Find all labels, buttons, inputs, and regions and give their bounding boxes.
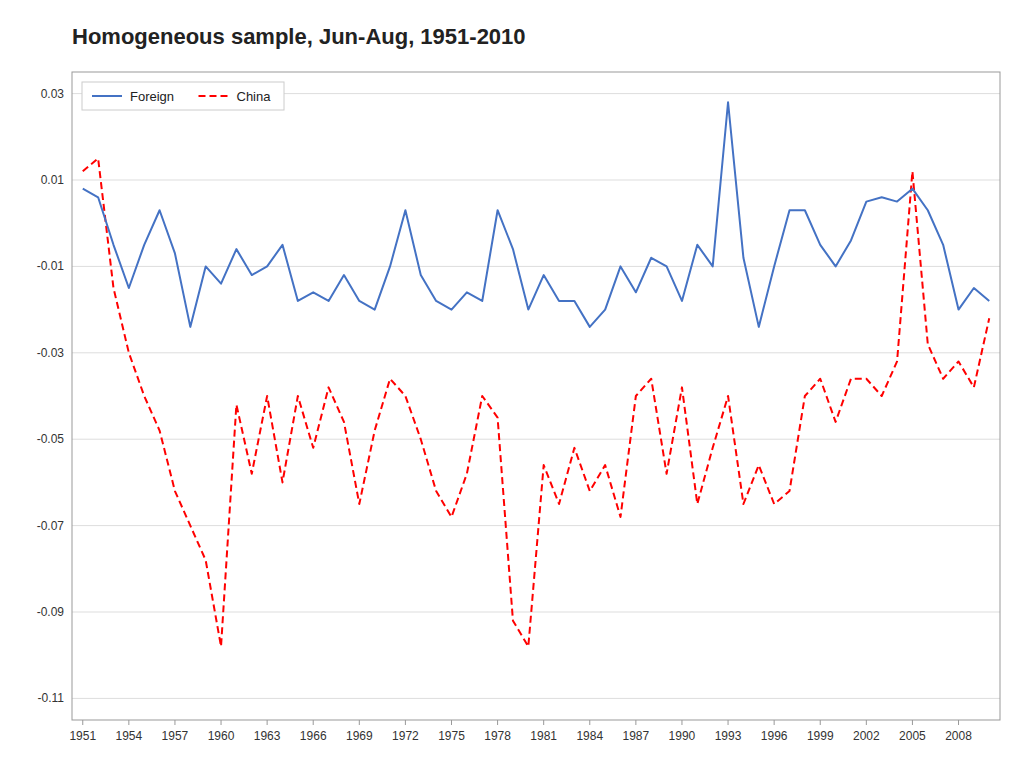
x-tick xyxy=(866,720,867,725)
x-tick-label: 1996 xyxy=(761,729,788,743)
x-tick xyxy=(497,720,498,725)
x-tick-label: 1966 xyxy=(300,729,327,743)
x-tick xyxy=(774,720,775,725)
x-tick-label: 1957 xyxy=(162,729,189,743)
legend: Foreign China xyxy=(82,82,284,110)
x-tick-label: 1960 xyxy=(208,729,235,743)
title: Homogeneous sample, Jun-Aug, 1951-2010 xyxy=(72,24,526,49)
x-tick xyxy=(313,720,314,725)
legend-label: Foreign xyxy=(130,89,174,104)
y-tick-label: -0.07 xyxy=(37,519,65,533)
x-tick-label: 2008 xyxy=(945,729,972,743)
x-tick-label: 1978 xyxy=(484,729,511,743)
x-tick xyxy=(174,720,175,725)
x-tick-label: 1951 xyxy=(69,729,96,743)
x-tick-label: 1963 xyxy=(254,729,281,743)
x-tick xyxy=(589,720,590,725)
y-tick-label: -0.03 xyxy=(37,346,65,360)
y-tick-label: 0.01 xyxy=(41,173,65,187)
x-tick xyxy=(912,720,913,725)
x-tick xyxy=(267,720,268,725)
grid-line xyxy=(72,612,1000,613)
x-tick xyxy=(221,720,222,725)
y-tick-label: -0.05 xyxy=(37,432,65,446)
x-tick xyxy=(128,720,129,725)
legend-swatch xyxy=(92,95,122,97)
x-tick xyxy=(451,720,452,725)
series-line xyxy=(83,102,990,327)
x-tick xyxy=(405,720,406,725)
grid-line xyxy=(72,439,1000,440)
x-tick xyxy=(359,720,360,725)
x-tick-label: 1969 xyxy=(346,729,373,743)
x-tick-label: 1954 xyxy=(115,729,142,743)
x-tick xyxy=(82,720,83,725)
grid-line xyxy=(72,698,1000,699)
grid-line xyxy=(72,525,1000,526)
y-tick-label: -0.01 xyxy=(37,259,65,273)
y-tick-label: 0.03 xyxy=(41,87,65,101)
legend-swatch xyxy=(199,95,229,97)
x-tick-label: 1990 xyxy=(669,729,696,743)
series-line xyxy=(83,158,990,646)
x-tick-label: 1987 xyxy=(623,729,650,743)
plot-data xyxy=(83,102,990,646)
grid-line xyxy=(72,352,1000,353)
y-tick-label: -0.11 xyxy=(38,691,65,705)
x-tick xyxy=(958,720,959,725)
x-tick xyxy=(820,720,821,725)
x-tick xyxy=(681,720,682,725)
x-tick-label: 1993 xyxy=(715,729,742,743)
x-tick xyxy=(728,720,729,725)
grid-line xyxy=(72,266,1000,267)
x-axis: 1951 1954 1957 1960 1963 1966 1969 1972 1975 1978… xyxy=(69,720,972,743)
grid-line xyxy=(72,180,1000,181)
x-tick xyxy=(635,720,636,725)
x-tick-label: 1999 xyxy=(807,729,834,743)
y-axis: 0.03 0.01 -0.01 -0.03 -0.05 -0.07 -0.09 -0.11 xyxy=(37,87,1000,706)
plot-frame xyxy=(72,72,1000,720)
legend-box xyxy=(82,82,284,110)
chart: Homogeneous sample, Jun-Aug, 1951-2010 0.… xyxy=(0,0,1024,768)
x-tick xyxy=(543,720,544,725)
legend-label: China xyxy=(237,89,272,104)
x-tick-label: 1984 xyxy=(576,729,603,743)
x-tick-label: 2002 xyxy=(853,729,880,743)
x-tick-label: 1972 xyxy=(392,729,419,743)
x-tick-label: 1981 xyxy=(530,729,557,743)
x-tick-label: 1975 xyxy=(438,729,465,743)
x-tick-label: 2005 xyxy=(899,729,926,743)
y-tick-label: -0.09 xyxy=(37,605,65,619)
